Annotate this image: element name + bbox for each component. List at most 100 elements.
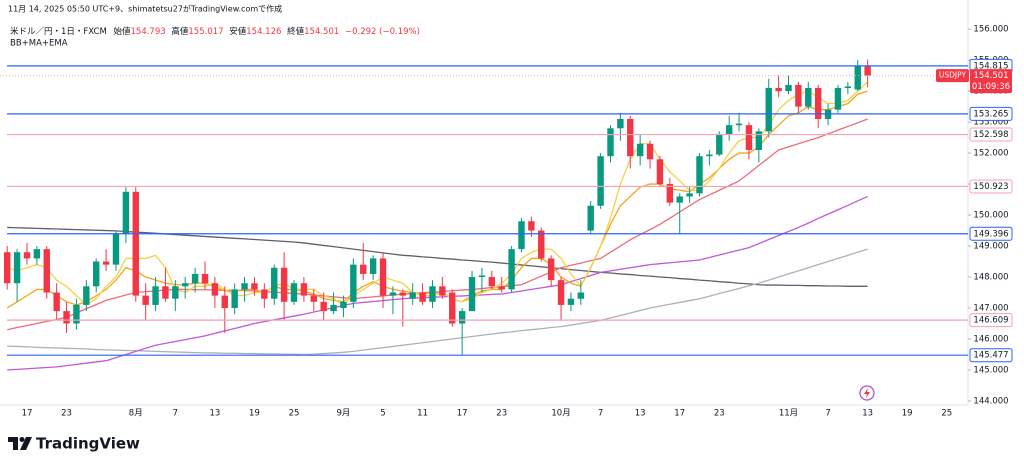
alert-bolt[interactable] bbox=[864, 388, 870, 398]
candle-body bbox=[53, 292, 60, 312]
alert-icon[interactable] bbox=[859, 385, 875, 401]
indicator-line bbox=[7, 248, 868, 356]
indicator-line bbox=[7, 226, 868, 287]
candle-body bbox=[231, 289, 238, 309]
candle-body bbox=[449, 292, 456, 324]
candle-body bbox=[340, 301, 347, 309]
candle-body bbox=[300, 283, 308, 296]
candle-body bbox=[577, 292, 585, 299]
candle-body bbox=[557, 280, 565, 305]
candle-body bbox=[221, 295, 228, 309]
x-tick-label: 13 bbox=[209, 409, 220, 419]
y-tick-label: 147.000 bbox=[973, 304, 1008, 314]
candle-body bbox=[468, 277, 476, 312]
candle-body bbox=[498, 286, 505, 290]
candle-body bbox=[547, 258, 555, 281]
candle-body bbox=[854, 66, 861, 90]
candle-body bbox=[666, 184, 674, 203]
level-label: 154.815 bbox=[973, 61, 1008, 71]
level-box bbox=[969, 106, 1013, 121]
candle-body bbox=[182, 283, 189, 287]
low-value: 154.126 bbox=[246, 27, 281, 37]
candle-body bbox=[567, 298, 575, 305]
candle-body bbox=[607, 128, 614, 157]
x-tick-label: 23 bbox=[714, 409, 725, 419]
candle-body bbox=[93, 261, 100, 287]
candle-body bbox=[122, 191, 130, 234]
candle-body bbox=[112, 233, 120, 265]
level-label: 145.477 bbox=[973, 351, 1008, 361]
candle-body bbox=[280, 267, 288, 302]
level-box bbox=[969, 226, 1013, 241]
candle-body bbox=[310, 295, 317, 302]
y-tick-label: 153.000 bbox=[973, 118, 1008, 128]
y-tick-label: 156.000 bbox=[973, 25, 1008, 35]
candle-body bbox=[676, 196, 683, 203]
candle-body bbox=[785, 84, 792, 92]
candle-body bbox=[686, 193, 693, 197]
x-tick-label: 11月 bbox=[779, 409, 798, 419]
candle-body bbox=[617, 118, 624, 129]
candle-body bbox=[251, 283, 258, 290]
candle-body bbox=[23, 252, 31, 259]
candle-body bbox=[389, 292, 397, 296]
candle-body bbox=[795, 84, 802, 107]
brand: TradingView bbox=[36, 435, 140, 453]
candle-body bbox=[725, 125, 733, 135]
candle-body bbox=[33, 249, 41, 259]
logo-dot bbox=[19, 437, 25, 442]
candle-body bbox=[350, 264, 357, 302]
indicator-line bbox=[7, 81, 869, 306]
candle-body bbox=[636, 143, 644, 157]
x-tick-label: 23 bbox=[496, 409, 507, 419]
candle-body bbox=[627, 118, 634, 157]
x-tick-label: 10月 bbox=[551, 409, 570, 419]
level-box bbox=[969, 313, 1013, 328]
x-tick-label: 13 bbox=[862, 409, 873, 419]
plot-area bbox=[0, 59, 968, 371]
x-tick-label: 11 bbox=[417, 409, 428, 419]
candle-body bbox=[4, 252, 11, 284]
x-tick-label: 19 bbox=[902, 409, 913, 419]
candle-body bbox=[518, 221, 525, 250]
close-value: 154.501 bbox=[304, 27, 339, 37]
candle-body bbox=[191, 273, 199, 284]
candle-body bbox=[152, 286, 159, 305]
credit: 11月 14, 2025 05:50 UTC+9、shimatetsu27がTr… bbox=[8, 4, 282, 14]
candle-body bbox=[458, 311, 466, 324]
low-label: 安値 bbox=[229, 26, 247, 37]
candle-body bbox=[538, 230, 545, 259]
level-label: 153.265 bbox=[973, 109, 1008, 119]
y-tick-label: 148.000 bbox=[973, 273, 1008, 283]
symbol: 米ドル／円・1日・FXCM bbox=[10, 26, 107, 37]
price-label: 154.501 bbox=[973, 71, 1008, 81]
y-tick-label: 146.000 bbox=[973, 334, 1008, 344]
candle-body bbox=[597, 156, 604, 206]
y-tick-label: 149.000 bbox=[973, 242, 1008, 252]
x-tick-label: 25 bbox=[289, 409, 300, 419]
x-tick-label: 19 bbox=[249, 409, 260, 419]
y-tick-label: 145.000 bbox=[973, 365, 1008, 375]
logo-t bbox=[8, 437, 18, 450]
candle-body bbox=[429, 286, 436, 302]
x-tick-label: 17 bbox=[674, 409, 685, 419]
x-tick-label: 17 bbox=[22, 409, 33, 419]
indicators: BB+MA+EMA bbox=[10, 39, 68, 49]
candle-body bbox=[765, 88, 772, 132]
candle-body bbox=[369, 258, 377, 274]
candle-body bbox=[844, 86, 852, 89]
candle-body bbox=[488, 277, 496, 287]
indicator-line bbox=[6, 90, 868, 309]
candle-body bbox=[241, 283, 248, 290]
level-label: 146.609 bbox=[973, 316, 1008, 326]
logo bbox=[8, 437, 32, 450]
candle-body bbox=[201, 273, 209, 284]
x-tick-label: 8月 bbox=[129, 409, 143, 419]
candle-body bbox=[43, 249, 50, 293]
candle-body bbox=[656, 159, 664, 185]
candle-body bbox=[290, 283, 298, 302]
x-tick-label: 7 bbox=[173, 409, 178, 419]
candle-body bbox=[419, 292, 426, 302]
